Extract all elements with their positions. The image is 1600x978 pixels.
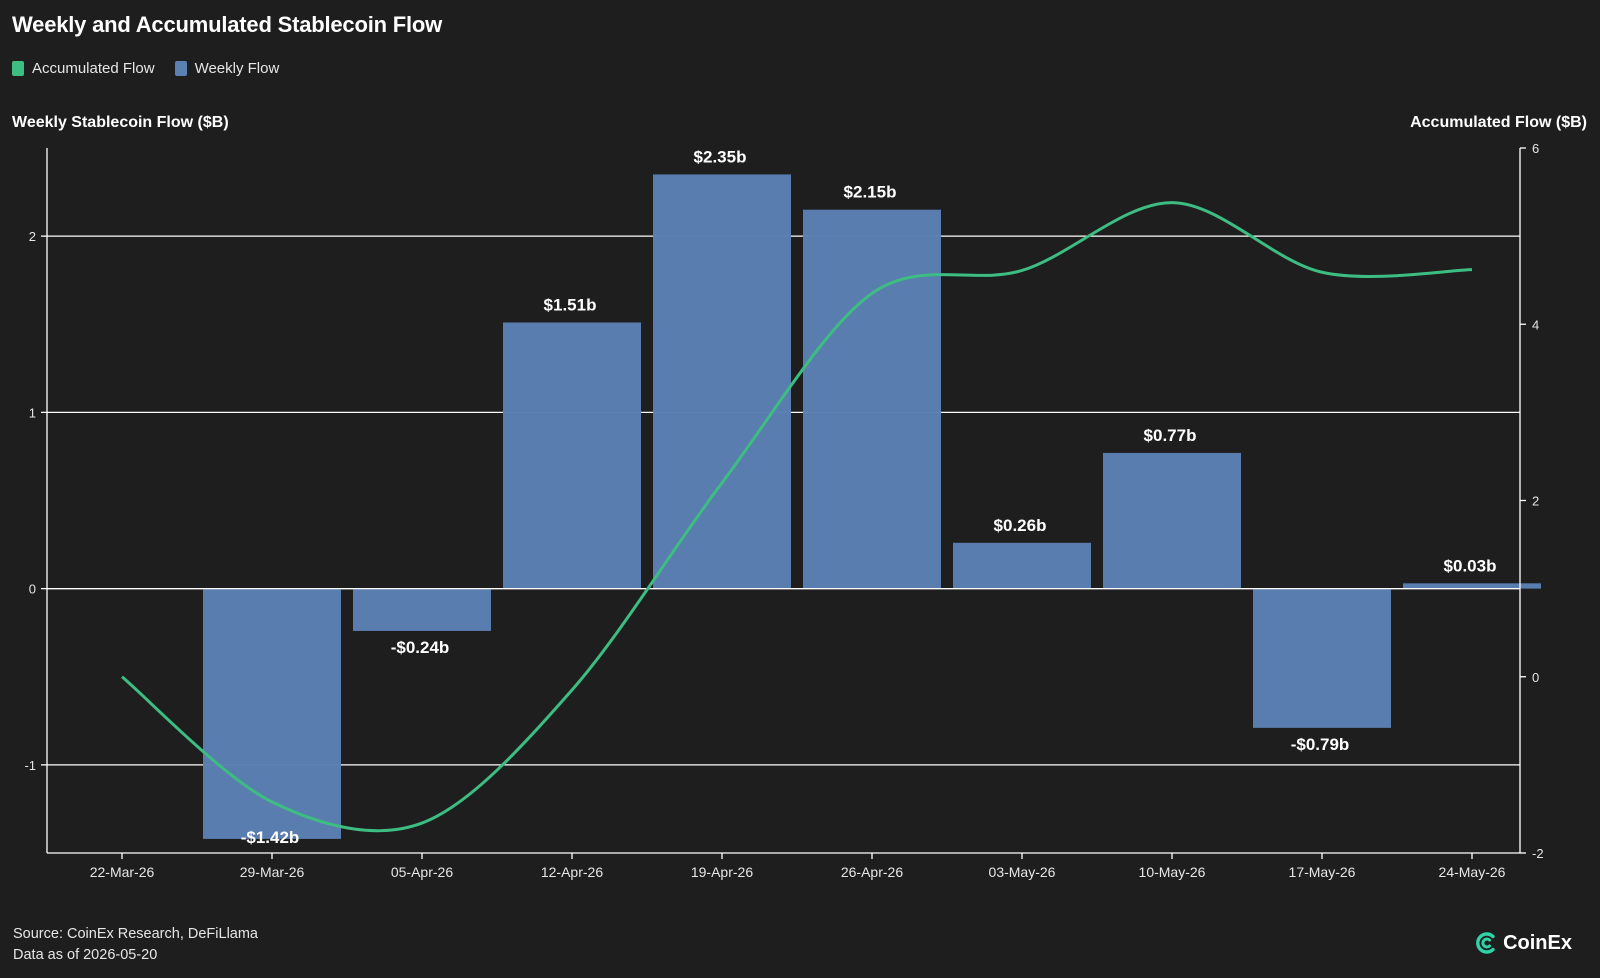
x-tick-label-17-May-26: 17-May-26 [1289,864,1356,880]
left-tick-label-1: 1 [29,405,36,420]
data-label-10-May-26: $0.77b [1144,426,1197,445]
data-label-05-Apr-26: -$0.24b [391,638,450,657]
bar-10-May-26 [1103,452,1241,589]
legend-swatch-weekly-flow [174,61,187,76]
data-label-26-Apr-26: $2.15b [844,183,897,202]
data-label-24-May-26: $0.03b [1444,556,1497,575]
bar-17-May-26 [1253,588,1391,728]
data-label-17-May-26: -$0.79b [1291,735,1350,754]
left-tick-label-2: 2 [29,229,36,244]
x-tick-label-12-Apr-26: 12-Apr-26 [541,864,603,880]
left-tick-label-0: 0 [29,582,36,597]
bar-24-May-26 [1403,583,1541,589]
accumulated-flow-line [121,201,1473,833]
bar-12-Apr-26 [503,322,641,589]
data-label-03-May-26: $0.26b [994,516,1047,535]
right-tick-label-0: 0 [1532,670,1539,685]
legend-label-weekly-flow: Weekly Flow [194,60,280,77]
x-tick-label-24-May-26: 24-May-26 [1439,864,1506,880]
coinex-logo-icon [1476,932,1495,954]
brand-logo: CoinEx [1473,930,1572,956]
right-tick-label-2: 2 [1532,494,1539,509]
bar-29-Mar-26 [203,588,341,839]
x-tick-label-29-Mar-26: 29-Mar-26 [240,864,305,880]
x-tick-label-10-May-26: 10-May-26 [1139,864,1206,880]
left-axis-title: Weekly Stablecoin Flow ($B) [12,114,229,131]
data-date-note: Data as of 2026-05-20 [13,947,158,963]
source-note: Source: CoinEx Research, DeFiLlama [13,926,258,942]
x-tick-label-03-May-26: 03-May-26 [989,864,1056,880]
x-tick-label-19-Apr-26: 19-Apr-26 [691,864,753,880]
brand-name: CoinEx [1503,931,1572,954]
chart-title: Weekly and Accumulated Stablecoin Flow [12,12,443,37]
bar-26-Apr-26 [803,209,941,589]
right-tick-label-4: 4 [1532,317,1539,332]
right-tick-label--2: -2 [1532,846,1544,861]
bar-03-May-26 [953,542,1091,589]
bar-19-Apr-26 [653,174,791,589]
data-label-12-Apr-26: $1.51b [544,295,597,314]
bar-05-Apr-26 [353,588,491,631]
right-tick-label-6: 6 [1532,141,1539,156]
right-axis-title: Accumulated Flow ($B) [1410,114,1587,131]
data-label-19-Apr-26: $2.35b [694,147,747,166]
x-tick-label-26-Apr-26: 26-Apr-26 [841,864,903,880]
legend: Accumulated Flow Weekly Flow [12,60,279,77]
legend-swatch-accumulated-flow [12,61,24,76]
legend-item-weekly-flow[interactable]: Weekly Flow [174,60,280,77]
legend-label-accumulated-flow: Accumulated Flow [32,60,155,77]
left-tick-label--1: -1 [24,758,36,773]
legend-item-accumulated-flow[interactable]: Accumulated Flow [12,60,155,77]
x-tick-label-05-Apr-26: 05-Apr-26 [391,864,453,880]
data-label-29-Mar-26: -$1.42b [241,828,300,847]
footer: Source: CoinEx Research, DeFiLlama Data … [13,924,258,966]
x-tick-label-22-Mar-26: 22-Mar-26 [90,864,155,880]
